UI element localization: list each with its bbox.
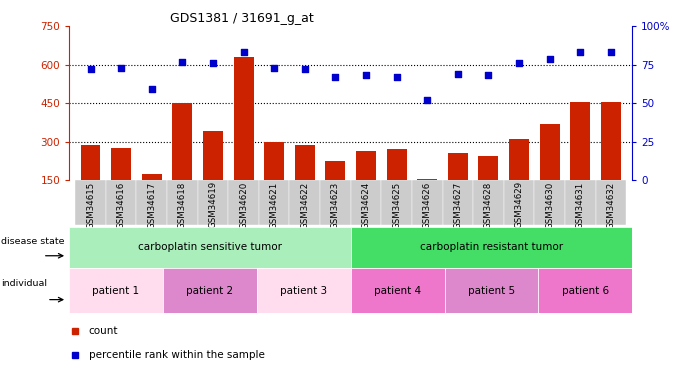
Point (299, 66, 310, 72)
Text: GSM34625: GSM34625 (392, 182, 401, 229)
Point (453, 71, 464, 77)
Bar (203, 131, 223, 218)
Bar (387, 149, 406, 218)
Text: GDS1381 / 31691_g_at: GDS1381 / 31691_g_at (171, 12, 314, 25)
Bar (198, 180, 228, 225)
Text: GSM34618: GSM34618 (178, 182, 187, 229)
Text: patient 6: patient 6 (562, 286, 609, 296)
Point (115, 65, 126, 71)
Bar (473, 180, 504, 225)
Text: GSM34615: GSM34615 (86, 182, 95, 229)
Bar (295, 146, 314, 218)
Bar (601, 102, 621, 218)
Bar (442, 180, 473, 225)
Point (575, 50, 586, 55)
Bar (325, 161, 346, 218)
Bar (540, 124, 560, 218)
Text: patient 4: patient 4 (374, 286, 422, 296)
Text: GSM34631: GSM34631 (576, 182, 585, 229)
Text: carboplatin resistant tumor: carboplatin resistant tumor (420, 243, 563, 252)
Bar (509, 139, 529, 218)
Bar (234, 57, 254, 218)
Text: GSM34620: GSM34620 (239, 182, 248, 229)
Text: GSM34624: GSM34624 (361, 182, 370, 229)
Bar (412, 180, 442, 225)
Point (207, 60, 218, 66)
Point (513, 60, 524, 66)
Bar (350, 268, 444, 313)
Text: GSM34621: GSM34621 (269, 182, 278, 229)
Bar (81, 146, 100, 218)
Bar (448, 153, 468, 218)
Bar (167, 180, 198, 225)
Bar (570, 102, 590, 218)
Bar (350, 180, 381, 225)
Point (269, 65, 280, 71)
Bar (290, 180, 320, 225)
Bar (538, 268, 632, 313)
Text: GSM34632: GSM34632 (606, 182, 616, 229)
Bar (565, 180, 596, 225)
Bar (172, 103, 192, 218)
Text: patient 1: patient 1 (93, 286, 140, 296)
Text: GSM34622: GSM34622 (301, 182, 310, 229)
Text: disease state: disease state (1, 237, 65, 246)
Bar (264, 142, 284, 218)
Bar (350, 227, 632, 268)
Point (483, 72, 494, 78)
Bar (163, 268, 257, 313)
Bar (381, 180, 412, 225)
Text: patient 5: patient 5 (468, 286, 515, 296)
Point (605, 50, 616, 55)
Text: GSM34629: GSM34629 (515, 182, 524, 228)
Point (146, 86, 158, 92)
Point (238, 50, 249, 55)
Bar (69, 268, 163, 313)
Bar (106, 180, 136, 225)
Text: GSM34623: GSM34623 (331, 182, 340, 229)
Bar (111, 148, 131, 218)
Bar (69, 227, 350, 268)
Text: patient 2: patient 2 (187, 286, 234, 296)
Text: count: count (89, 326, 118, 336)
Bar (444, 268, 538, 313)
Text: GSM34627: GSM34627 (453, 182, 462, 229)
Point (544, 56, 555, 62)
Text: GSM34619: GSM34619 (209, 182, 218, 228)
Point (177, 58, 188, 64)
Bar (320, 180, 351, 225)
Text: GSM34616: GSM34616 (117, 182, 126, 229)
Bar (596, 180, 626, 225)
Bar (257, 268, 350, 313)
Text: patient 3: patient 3 (280, 286, 328, 296)
Text: GSM34628: GSM34628 (484, 182, 493, 229)
Bar (504, 180, 534, 225)
Bar (534, 180, 565, 225)
Bar (136, 180, 167, 225)
Point (361, 72, 372, 78)
Bar (142, 174, 162, 218)
Point (85, 66, 96, 72)
Text: GSM34630: GSM34630 (545, 182, 554, 229)
Point (422, 97, 433, 103)
Bar (228, 180, 259, 225)
Bar (417, 179, 437, 218)
Bar (478, 156, 498, 218)
Bar (356, 150, 376, 218)
Text: GSM34617: GSM34617 (147, 182, 156, 229)
Bar (259, 180, 290, 225)
Bar (75, 180, 106, 225)
Text: GSM34626: GSM34626 (423, 182, 432, 229)
Point (330, 74, 341, 80)
Text: percentile rank within the sample: percentile rank within the sample (89, 350, 265, 360)
Text: carboplatin sensitive tumor: carboplatin sensitive tumor (138, 243, 282, 252)
Text: individual: individual (1, 279, 48, 288)
Point (391, 74, 402, 80)
